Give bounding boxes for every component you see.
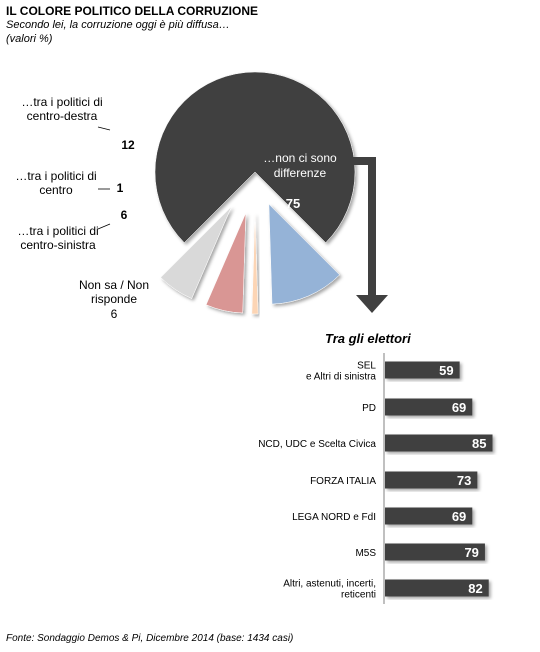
bar-pd <box>385 398 473 416</box>
bar-value-lega-nord-fdi: 69 <box>452 509 466 524</box>
pie-label-centre: …tra i politici di centro <box>15 169 96 197</box>
pie-label-centre-right-line: centro-destra <box>27 109 98 123</box>
pie-slice-centre-right <box>268 203 340 305</box>
bar-label-altri: Altri, astenuti, incerti, reticenti <box>283 579 376 601</box>
bar-label-altri-line: Altri, astenuti, incerti, <box>283 579 376 590</box>
pie-value-no-difference: 75 <box>286 196 300 211</box>
connector-arrow <box>352 157 388 313</box>
source-note: Fonte: Sondaggio Demos & Pi, Dicembre 20… <box>6 633 294 644</box>
pie-slice-centre-left <box>205 212 247 314</box>
pie-label-centre-left-line: centro-sinistra <box>20 238 96 252</box>
pie-slice-centre <box>251 213 259 315</box>
bar-label-ncd-udc-sc: NCD, UDC e Scelta Civica <box>258 439 376 450</box>
chart-units: (valori %) <box>6 33 53 45</box>
bar-label-pd: PD <box>362 403 376 414</box>
bar-label-lega-nord-fdi: LEGA NORD e FdI <box>292 512 376 523</box>
pie-label-no-difference-line: differenze <box>274 166 327 180</box>
pie-label-centre-line: …tra i politici di <box>15 169 96 183</box>
bar-label-sel-line: SEL <box>357 361 376 372</box>
bar-label-sel: SEL e Altri di sinistra <box>306 361 376 383</box>
bar-value-ncd-udc-sc: 85 <box>472 436 486 451</box>
leader-line-centre-left <box>97 223 111 230</box>
bar-forza-italia <box>385 471 478 489</box>
bar-label-ncd-udc-sc-line: NCD, UDC e Scelta Civica <box>258 439 376 450</box>
pie-value-centre: 1 <box>117 181 124 195</box>
arrow-shape <box>352 157 388 313</box>
bar-lega-nord-fdi <box>385 507 473 525</box>
bar-value-sel: 59 <box>439 363 453 378</box>
leader-line-centre-right <box>97 126 111 131</box>
pie-label-centre-left-line: …tra i politici di <box>17 224 98 238</box>
bar-label-pd-line: PD <box>362 403 376 414</box>
bar-altri <box>385 579 489 597</box>
bar-label-altri-line: reticenti <box>341 590 376 601</box>
pie-slice-no-difference <box>154 71 356 244</box>
pie-label-centre-right: …tra i politici di centro-destra <box>21 95 102 123</box>
pie-value-centre-left: 6 <box>121 208 128 222</box>
bar-value-pd: 69 <box>452 400 466 415</box>
pie-value-no-answer: 6 <box>111 307 118 321</box>
pie-label-centre-line: centro <box>39 183 73 197</box>
bar-sel <box>385 361 460 379</box>
chart-title: IL COLORE POLITICO DELLA CORRUZIONE <box>6 4 258 18</box>
pie-label-no-answer: Non sa / Non risponde <box>79 278 149 306</box>
pie-label-no-difference: …non ci sono differenze <box>263 151 337 180</box>
pie-label-centre-left: …tra i politici di centro-sinistra <box>17 224 98 252</box>
pie-label-no-answer-line: risponde <box>91 292 137 306</box>
bar-label-forza-italia-line: FORZA ITALIA <box>310 476 376 487</box>
bar-label-m5s: M5S <box>355 548 376 559</box>
chart-subtitle: Secondo lei, la corruzione oggi è più di… <box>6 19 230 31</box>
pie-chart: …non ci sono differenze 75 12 1 6 …tra i polit… <box>15 71 356 321</box>
bar-chart-title: Tra gli elettori <box>325 331 411 346</box>
pie-label-no-difference-line: …non ci sono <box>263 151 337 165</box>
bar-m5s <box>385 543 485 561</box>
pie-value-centre-right: 12 <box>121 138 135 152</box>
pie-label-no-answer-line: Non sa / Non <box>79 278 149 292</box>
pie-slice-no-answer <box>160 206 232 299</box>
bar-chart: 59 SEL e Altri di sinistra 69 PD 85 NCD, UDC e… <box>258 353 493 604</box>
bar-ncd-udc-sc <box>385 434 493 452</box>
bar-value-forza-italia: 73 <box>457 473 471 488</box>
bar-label-forza-italia: FORZA ITALIA <box>310 476 376 487</box>
bar-value-m5s: 79 <box>464 545 478 560</box>
bar-label-lega-nord-fdi-line: LEGA NORD e FdI <box>292 512 376 523</box>
pie-label-centre-right-line: …tra i politici di <box>21 95 102 109</box>
bar-label-sel-line: e Altri di sinistra <box>306 372 376 383</box>
bar-label-m5s-line: M5S <box>355 548 376 559</box>
bar-value-altri: 82 <box>468 581 482 596</box>
